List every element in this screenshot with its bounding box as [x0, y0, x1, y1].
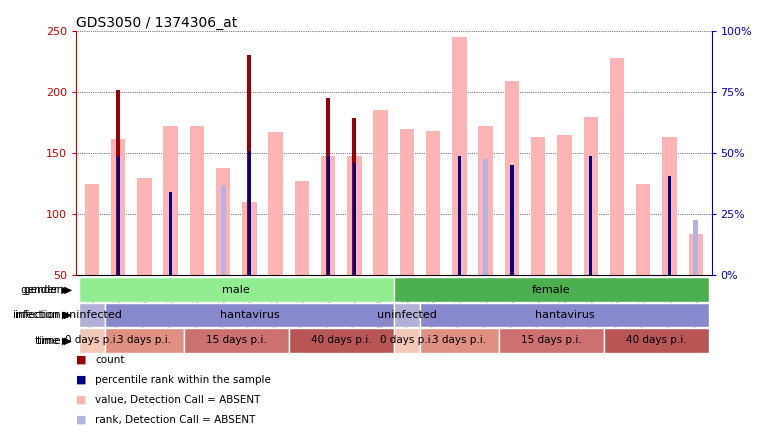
Text: 40 days p.i.: 40 days p.i.: [311, 335, 371, 345]
Text: time ▶: time ▶: [35, 335, 70, 345]
Bar: [111, 139, 126, 275]
Bar: [189, 126, 204, 275]
Bar: [326, 156, 330, 275]
Bar: [353, 163, 356, 275]
Bar: [116, 156, 119, 275]
Bar: [116, 90, 120, 275]
Bar: [662, 137, 677, 275]
Text: infection ▶: infection ▶: [15, 310, 72, 320]
Text: rank, Detection Call = ABSENT: rank, Detection Call = ABSENT: [95, 415, 256, 425]
Bar: [321, 156, 336, 275]
Bar: [584, 117, 598, 275]
Bar: [483, 159, 488, 275]
Bar: [247, 56, 251, 275]
Text: 0 days p.i.: 0 days p.i.: [380, 335, 434, 345]
Text: value, Detection Call = ABSENT: value, Detection Call = ABSENT: [95, 395, 260, 405]
Bar: [221, 185, 225, 275]
Text: 0 days p.i.: 0 days p.i.: [65, 335, 119, 345]
Text: 15 days p.i.: 15 days p.i.: [206, 335, 266, 345]
Bar: [636, 184, 651, 275]
Text: ■: ■: [76, 415, 87, 425]
Bar: [347, 156, 361, 275]
Text: uninfected: uninfected: [62, 310, 122, 320]
Bar: [105, 303, 394, 327]
Bar: [242, 202, 256, 275]
Bar: [499, 328, 604, 353]
Bar: [169, 192, 172, 275]
Bar: [269, 132, 283, 275]
Bar: [374, 111, 388, 275]
Bar: [78, 278, 394, 302]
Text: hantavirus: hantavirus: [535, 310, 594, 320]
Text: gender ▶: gender ▶: [21, 285, 70, 295]
Text: 3 days p.i.: 3 days p.i.: [117, 335, 171, 345]
Bar: [510, 165, 514, 275]
Bar: [693, 220, 698, 275]
Bar: [420, 303, 709, 327]
Bar: [164, 126, 178, 275]
Bar: [668, 176, 671, 275]
Bar: [295, 181, 309, 275]
Text: ■: ■: [76, 355, 87, 365]
Bar: [400, 129, 414, 275]
Bar: [505, 81, 519, 275]
Bar: [326, 98, 330, 275]
Bar: [394, 303, 420, 327]
Bar: [288, 328, 394, 353]
Bar: [557, 135, 572, 275]
Bar: [531, 137, 546, 275]
Text: 40 days p.i.: 40 days p.i.: [626, 335, 686, 345]
Text: gender ▶: gender ▶: [24, 285, 72, 295]
Text: GDS3050 / 1374306_at: GDS3050 / 1374306_at: [76, 16, 237, 30]
Bar: [479, 126, 493, 275]
Bar: [689, 234, 703, 275]
Text: male: male: [222, 285, 250, 295]
Bar: [248, 151, 251, 275]
Bar: [604, 328, 709, 353]
Bar: [137, 178, 151, 275]
Text: infection ▶: infection ▶: [13, 310, 70, 320]
Bar: [84, 184, 99, 275]
Bar: [420, 328, 499, 353]
Text: percentile rank within the sample: percentile rank within the sample: [95, 375, 271, 385]
Bar: [426, 131, 441, 275]
Text: time ▶: time ▶: [37, 335, 72, 345]
Bar: [183, 328, 288, 353]
Text: uninfected: uninfected: [377, 310, 437, 320]
Text: hantavirus: hantavirus: [220, 310, 279, 320]
Bar: [352, 118, 356, 275]
Bar: [78, 328, 105, 353]
Bar: [458, 156, 461, 275]
Bar: [394, 328, 420, 353]
Bar: [105, 328, 183, 353]
Bar: [394, 278, 709, 302]
Bar: [78, 303, 105, 327]
Text: count: count: [95, 355, 125, 365]
Text: ■: ■: [76, 375, 87, 385]
Text: ■: ■: [76, 395, 87, 405]
Bar: [610, 58, 624, 275]
Text: female: female: [532, 285, 571, 295]
Bar: [589, 156, 592, 275]
Bar: [452, 37, 466, 275]
Text: 15 days p.i.: 15 days p.i.: [521, 335, 581, 345]
Text: 3 days p.i.: 3 days p.i.: [432, 335, 486, 345]
Bar: [216, 168, 231, 275]
Bar: [511, 165, 514, 275]
